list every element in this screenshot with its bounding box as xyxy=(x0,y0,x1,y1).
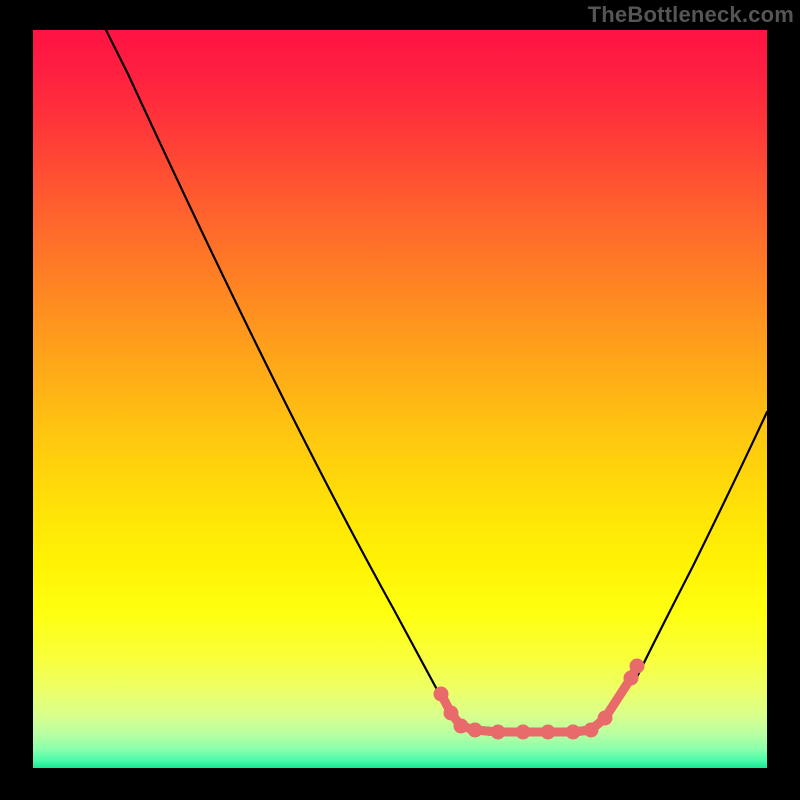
gradient-background xyxy=(33,30,767,768)
valley-marker xyxy=(541,725,556,740)
valley-marker xyxy=(566,725,581,740)
valley-marker xyxy=(491,725,506,740)
plot-area xyxy=(33,30,767,768)
valley-marker xyxy=(584,723,599,738)
chart-svg xyxy=(33,30,767,768)
valley-marker xyxy=(516,725,531,740)
valley-marker xyxy=(434,687,449,702)
valley-marker xyxy=(630,659,645,674)
watermark-text: TheBottleneck.com xyxy=(588,2,794,28)
valley-marker xyxy=(468,723,483,738)
valley-marker xyxy=(598,711,613,726)
valley-marker xyxy=(444,706,459,721)
valley-marker xyxy=(454,719,469,734)
figure-frame: TheBottleneck.com xyxy=(0,0,800,800)
